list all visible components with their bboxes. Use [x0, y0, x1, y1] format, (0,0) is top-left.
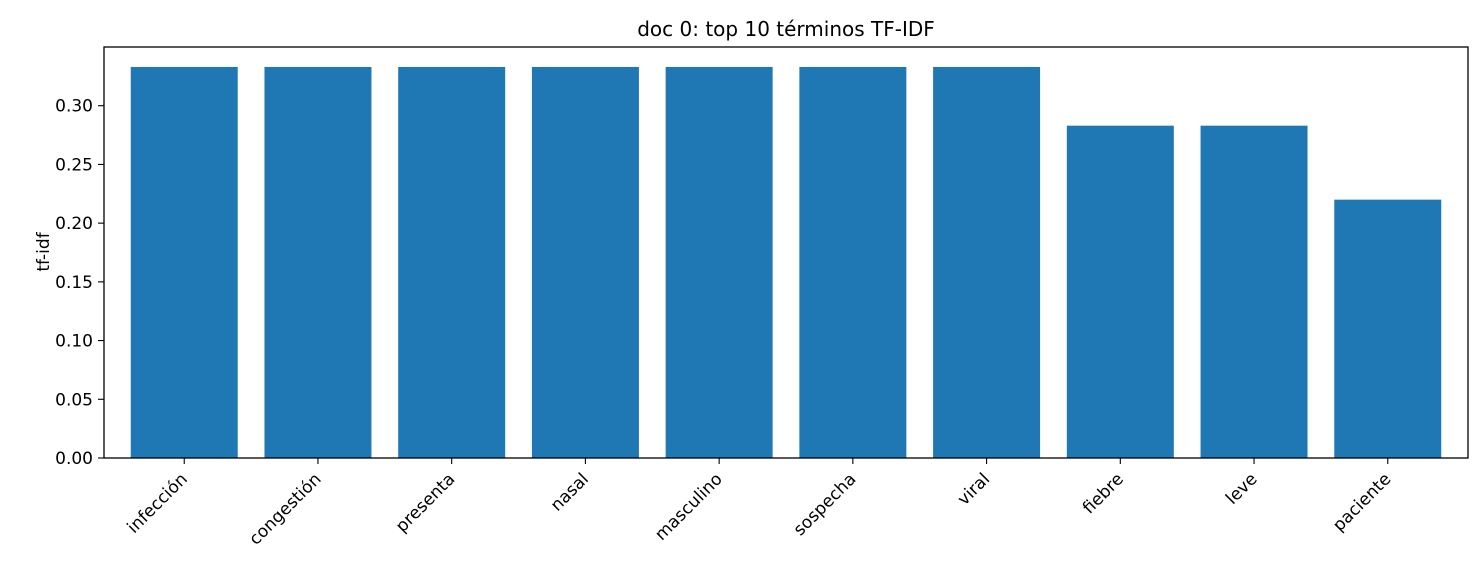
x-tick-label: nasal	[547, 469, 593, 515]
y-tick-label: 0.20	[55, 214, 93, 234]
y-axis-ticks: 0.00 0.05 0.10 0.15 0.20 0.25 0.30	[55, 97, 104, 469]
y-axis-label: tf-idf	[34, 231, 54, 271]
bars-group	[130, 66, 1442, 459]
bar-infección	[130, 66, 238, 459]
bar-nasal	[531, 66, 639, 459]
y-tick-label: 0.10	[55, 332, 93, 352]
x-tick-label: sospecha	[790, 469, 861, 540]
y-tick-label: 0.05	[55, 390, 93, 410]
x-tick-label: masculino	[651, 469, 726, 544]
bar-sospecha	[799, 66, 907, 459]
y-tick-label: 0.15	[55, 273, 93, 293]
bar-viral	[933, 66, 1041, 459]
bar-leve	[1200, 125, 1308, 459]
y-tick-label: 0.30	[55, 97, 93, 117]
x-tick-label: paciente	[1329, 469, 1395, 535]
x-tick-label: viral	[954, 469, 994, 509]
y-tick-label: 0.25	[55, 155, 93, 175]
x-tick-label: congestión	[245, 469, 325, 549]
x-axis-ticks: infección congestión presenta nasal masculin…	[124, 458, 1395, 549]
bar-masculino	[665, 66, 773, 459]
chart-title: doc 0: top 10 términos TF-IDF	[637, 17, 935, 41]
x-tick-label: presenta	[392, 469, 459, 536]
bar-congestión	[264, 66, 372, 459]
plot-frame	[103, 46, 1469, 459]
y-tick-label: 0.00	[55, 449, 93, 469]
x-tick-label: fiebre	[1079, 469, 1128, 518]
bar-fiebre	[1066, 125, 1174, 459]
x-tick-label: infección	[124, 469, 192, 537]
bar-presenta	[398, 66, 506, 459]
bar-paciente	[1334, 199, 1442, 458]
x-tick-label: leve	[1222, 469, 1261, 508]
